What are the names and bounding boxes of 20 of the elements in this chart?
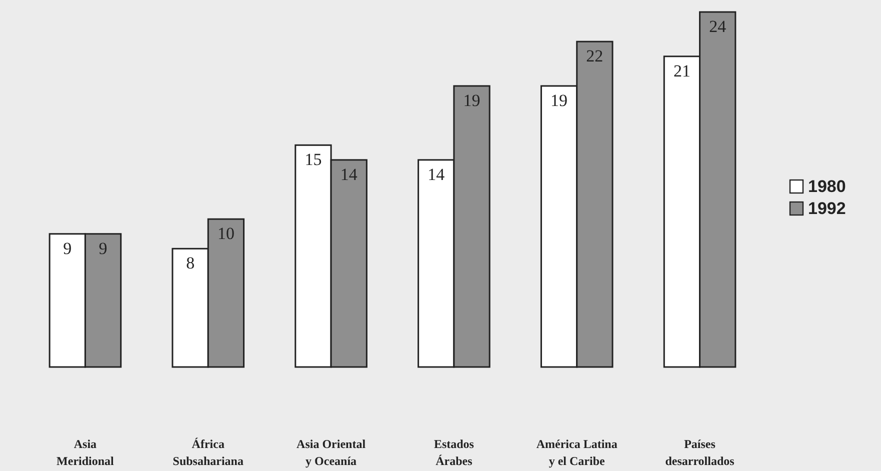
legend-label: 1980 bbox=[808, 177, 846, 196]
data-label: 19 bbox=[550, 90, 568, 110]
x-tick-label: Países desarrollados bbox=[665, 437, 735, 468]
data-label: 9 bbox=[63, 238, 72, 258]
data-label: 21 bbox=[673, 61, 690, 80]
x-tick-label: Asia Meridional bbox=[56, 437, 115, 468]
data-label: 8 bbox=[186, 254, 195, 273]
data-label: 22 bbox=[586, 46, 604, 66]
data-label: 9 bbox=[98, 238, 108, 258]
x-tick-label: África Subsahariana bbox=[172, 437, 244, 468]
data-label: 19 bbox=[463, 90, 480, 110]
x-tick-label: Estados Árabes bbox=[434, 437, 474, 468]
x-tick-label: Asia Oriental y Oceanía bbox=[296, 437, 366, 468]
data-label: 14 bbox=[428, 164, 446, 184]
data-label: 15 bbox=[304, 150, 322, 170]
legend-label: 1992 bbox=[808, 199, 846, 218]
data-label: 10 bbox=[217, 224, 234, 244]
data-label: 24 bbox=[709, 17, 727, 36]
x-tick-label: América Latina y el Caribe bbox=[536, 437, 618, 468]
data-label: 14 bbox=[340, 164, 358, 184]
